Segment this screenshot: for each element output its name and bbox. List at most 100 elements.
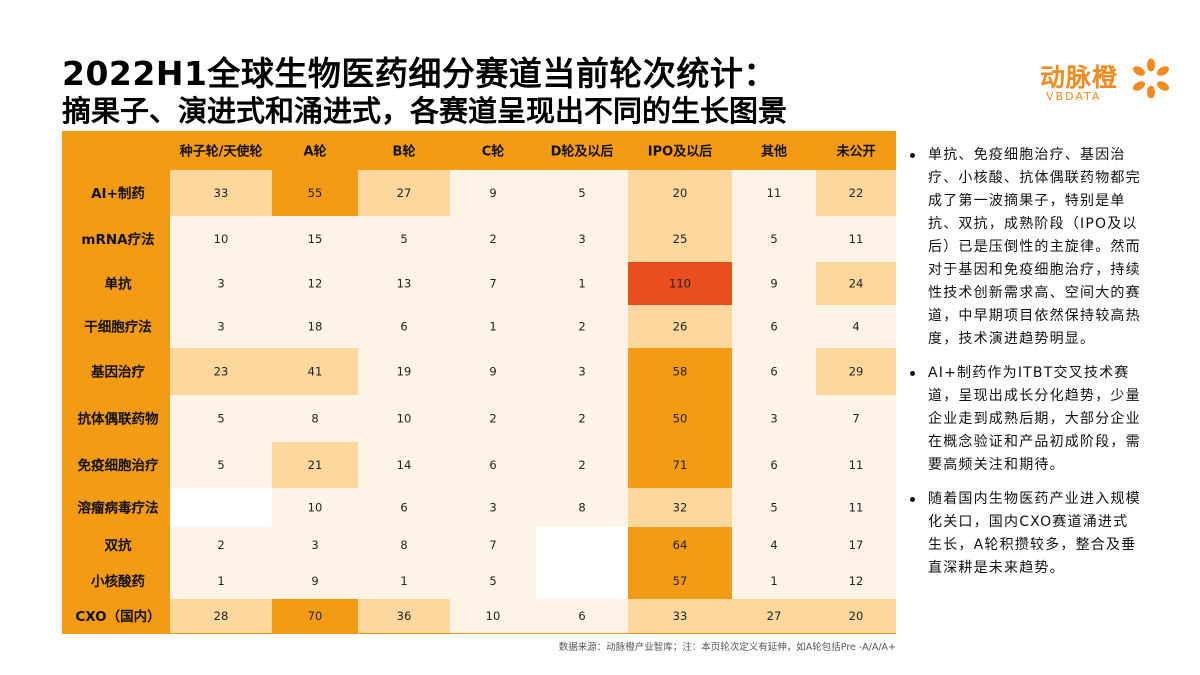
cell-value: 9 bbox=[311, 574, 318, 588]
cell-value: 6 bbox=[770, 320, 777, 334]
cell-value: 55 bbox=[308, 186, 323, 200]
table-cell bbox=[732, 395, 816, 442]
cell-value: 70 bbox=[308, 609, 323, 623]
table-cell bbox=[170, 442, 272, 488]
table-cell bbox=[628, 563, 732, 599]
cell-value: 57 bbox=[673, 574, 688, 588]
table-cell bbox=[536, 395, 628, 442]
table-cell bbox=[450, 216, 536, 262]
cell-value: 6 bbox=[770, 458, 777, 472]
row-label: 小核酸药 bbox=[91, 573, 145, 590]
table-cell bbox=[536, 488, 628, 527]
cell-value: 8 bbox=[578, 501, 585, 515]
cell-value: 5 bbox=[578, 186, 585, 200]
cell-value: 58 bbox=[673, 365, 688, 379]
table-cell bbox=[358, 395, 450, 442]
cell-value: 2 bbox=[578, 458, 585, 472]
table-cell bbox=[272, 170, 358, 216]
cell-value: 18 bbox=[308, 320, 323, 334]
cell-value: 14 bbox=[397, 458, 412, 472]
cell-value: 9 bbox=[770, 277, 777, 291]
table-cell bbox=[628, 442, 732, 488]
table-cell bbox=[358, 527, 450, 563]
table-cell bbox=[732, 216, 816, 262]
cell-value: 19 bbox=[397, 365, 412, 379]
cell-value: 3 bbox=[217, 320, 224, 334]
table-cell bbox=[628, 599, 732, 633]
table-cell bbox=[816, 442, 896, 488]
table-cell bbox=[816, 348, 896, 395]
cell-value: 5 bbox=[217, 458, 224, 472]
table-cell bbox=[272, 395, 358, 442]
row-label: mRNA疗法 bbox=[81, 231, 155, 248]
insight-item: 随着国内生物医药产业进入规模化关口，国内CXO赛道涌进式生长，A轮积攒较多，整合… bbox=[905, 488, 1143, 580]
cell-value: 5 bbox=[217, 412, 224, 426]
table-cell bbox=[272, 527, 358, 563]
funding-round-table: 种子轮/天使轮 A轮 B轮 C轮 D轮及以后 IPO及以后 其他 未公开 AI+制药 33 55 27… bbox=[62, 131, 896, 634]
cell-value: 1 bbox=[400, 574, 407, 588]
cell-value: 3 bbox=[770, 412, 777, 426]
table-cell bbox=[358, 305, 450, 348]
table-cell bbox=[628, 395, 732, 442]
cell-value: 22 bbox=[849, 186, 864, 200]
cell-value: 33 bbox=[673, 609, 688, 623]
table-cell bbox=[536, 527, 628, 563]
table-cell bbox=[450, 305, 536, 348]
cell-value: 11 bbox=[849, 458, 864, 472]
table-cell bbox=[628, 216, 732, 262]
cell-value: 20 bbox=[849, 609, 864, 623]
cell-value: 10 bbox=[308, 501, 323, 515]
cell-value: 21 bbox=[308, 458, 323, 472]
table-cell bbox=[816, 395, 896, 442]
cell-value: 5 bbox=[770, 232, 777, 246]
table-cell bbox=[272, 563, 358, 599]
table-cell bbox=[170, 216, 272, 262]
cell-value: 2 bbox=[489, 232, 496, 246]
table-cell bbox=[816, 305, 896, 348]
table-cell bbox=[170, 170, 272, 216]
insight-list: 单抗、免疫细胞治疗、基因治疗、小核酸、抗体偶联药物都完成了第一波摘果子，特别是单… bbox=[905, 144, 1143, 591]
table-cell bbox=[732, 442, 816, 488]
table-cell bbox=[628, 488, 732, 527]
table-cell bbox=[450, 348, 536, 395]
row-label: 溶瘤病毒疗法 bbox=[78, 500, 159, 517]
cell-value: 6 bbox=[489, 458, 496, 472]
table-cell bbox=[450, 599, 536, 633]
table-cell bbox=[358, 599, 450, 633]
logo-petal-icon bbox=[1133, 58, 1169, 98]
cell-value: 3 bbox=[489, 501, 496, 515]
row-label: 基因治疗 bbox=[91, 364, 145, 381]
cell-value: 5 bbox=[770, 501, 777, 515]
table-cell bbox=[272, 262, 358, 305]
column-header: 未公开 bbox=[835, 144, 875, 160]
table-cell bbox=[272, 442, 358, 488]
cell-value: 3 bbox=[578, 365, 585, 379]
cell-value: 71 bbox=[673, 458, 688, 472]
table-cell bbox=[170, 527, 272, 563]
table-cell bbox=[358, 262, 450, 305]
table-cell bbox=[816, 262, 896, 305]
row-label: AI+制药 bbox=[91, 185, 145, 202]
cell-value: 32 bbox=[673, 501, 688, 515]
table-cell bbox=[358, 488, 450, 527]
data-source-note: 数据来源：动脉橙产业智库；注：本页轮次定义有延伸，如A轮包括Pre -A/A/A… bbox=[558, 642, 896, 653]
cell-value: 13 bbox=[397, 277, 412, 291]
table-cell bbox=[170, 563, 272, 599]
cell-value: 11 bbox=[767, 186, 782, 200]
table-cell bbox=[450, 170, 536, 216]
cell-value: 7 bbox=[852, 412, 859, 426]
cell-value: 23 bbox=[214, 365, 229, 379]
table-cell bbox=[450, 395, 536, 442]
cell-value: 33 bbox=[214, 186, 229, 200]
table-cell bbox=[272, 599, 358, 633]
cell-value: 20 bbox=[673, 186, 688, 200]
cell-value: 64 bbox=[673, 538, 688, 552]
cell-value: 5 bbox=[489, 574, 496, 588]
table-cell bbox=[628, 348, 732, 395]
cell-value: 29 bbox=[849, 365, 864, 379]
table-cell bbox=[628, 170, 732, 216]
cell-value: 10 bbox=[486, 609, 501, 623]
table-cell bbox=[536, 262, 628, 305]
cell-value: 24 bbox=[849, 277, 864, 291]
